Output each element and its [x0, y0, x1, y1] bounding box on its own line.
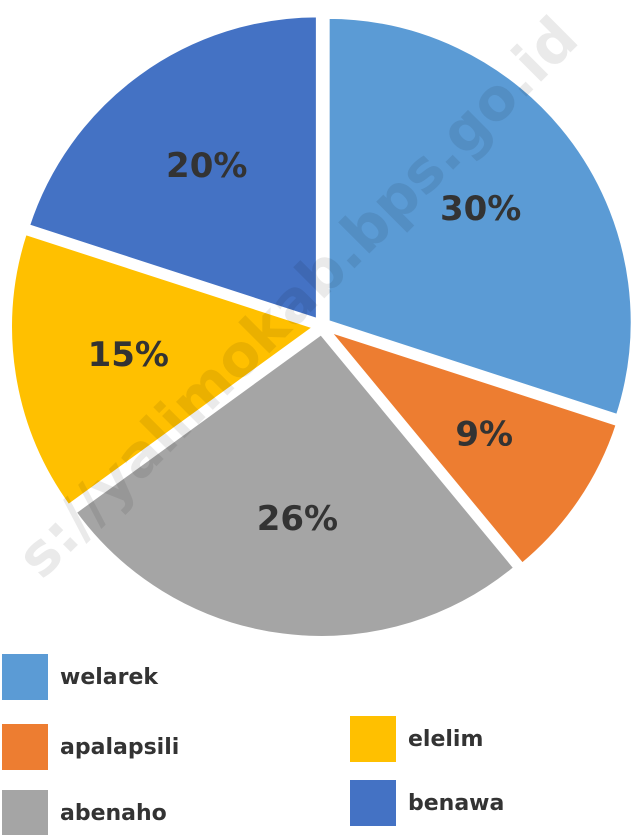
legend-swatch: [2, 790, 48, 835]
legend-label: benawa: [408, 791, 504, 816]
legend-swatch: [350, 780, 396, 826]
legend-label: abenaho: [60, 801, 167, 826]
pie-slice: [321, 325, 621, 568]
value-label: 30%: [440, 189, 521, 229]
pie: [8, 13, 633, 640]
value-label: 9%: [455, 415, 513, 455]
pie-slice: [25, 13, 320, 324]
legend-swatch: [350, 716, 396, 762]
legend-label: apalapsili: [60, 735, 179, 760]
pie-slice: [8, 230, 320, 510]
legend-swatch: [2, 724, 48, 770]
value-label: 26%: [257, 499, 338, 539]
value-label: 20%: [166, 146, 247, 186]
legend-label: elelim: [408, 727, 483, 752]
pie-slice: [71, 330, 519, 640]
value-label: 15%: [88, 335, 169, 375]
legend-label: welarek: [60, 665, 159, 690]
legend-swatch: [2, 654, 48, 700]
pie-slice: [325, 14, 633, 419]
